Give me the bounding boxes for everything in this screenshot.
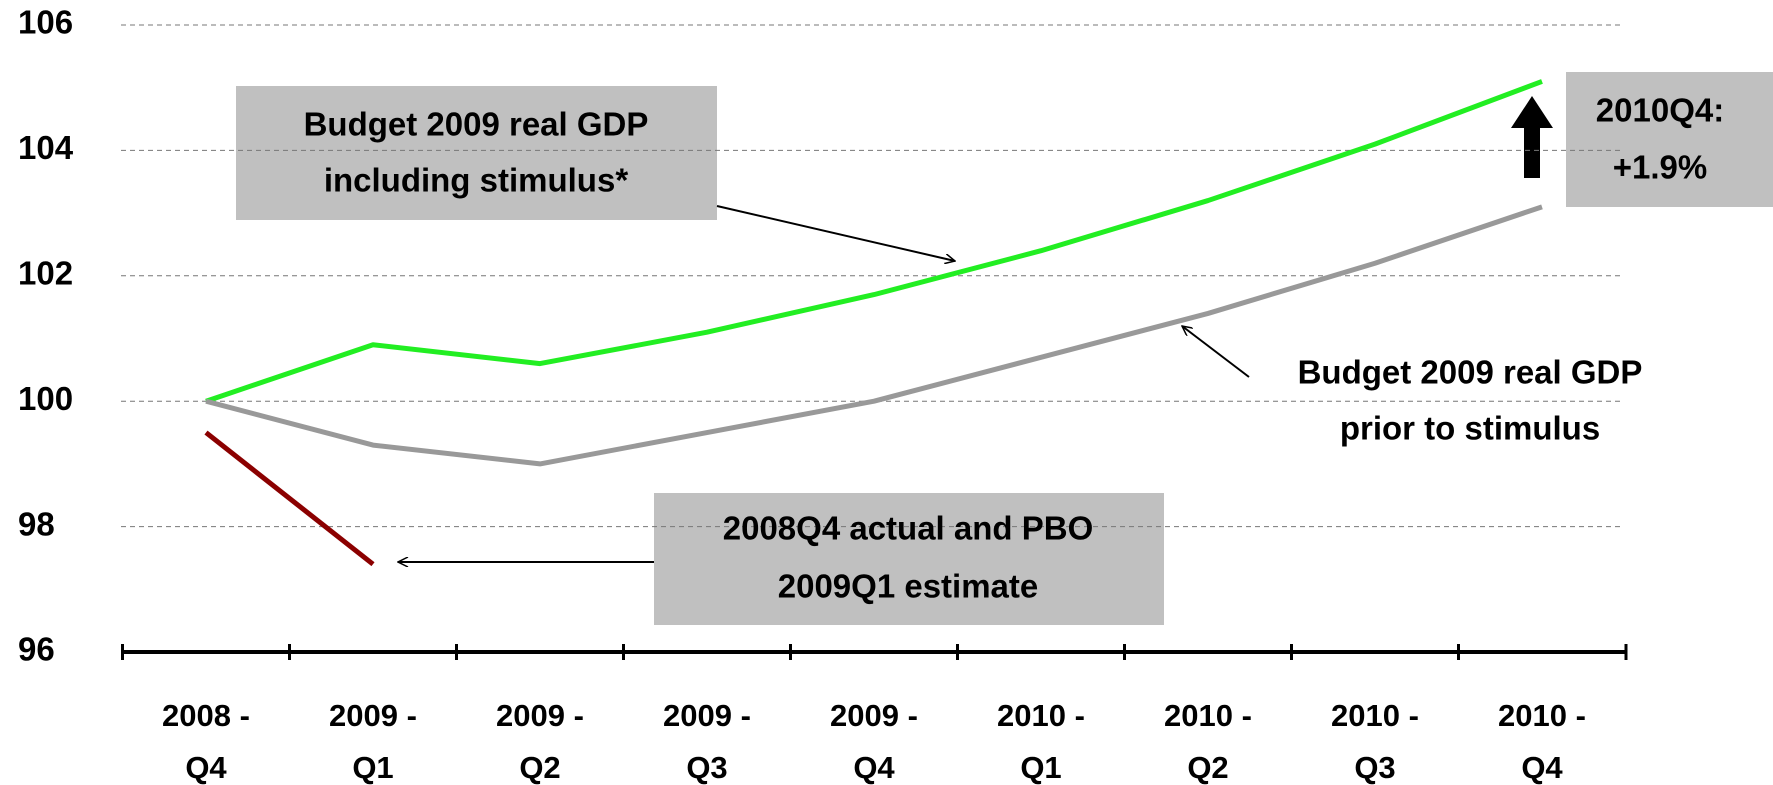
annotation-box: [654, 493, 1164, 625]
x-tick-label: 2010 - Q3: [1331, 698, 1419, 785]
x-tick-label: 2009 - Q1: [329, 698, 417, 785]
y-tick-label: 100: [18, 380, 73, 417]
annotation-text: 2010Q4:: [1596, 92, 1724, 129]
x-tick-label: 2010 - Q1: [997, 698, 1085, 785]
annotation-box: [236, 86, 717, 220]
y-tick-label: 104: [18, 129, 74, 166]
series-line: [204, 430, 375, 567]
series-line: [205, 204, 1543, 467]
x-tick-label: 2010 - Q2: [1164, 698, 1252, 785]
y-tick-label: 96: [18, 631, 55, 668]
annotation-text: including stimulus*: [324, 162, 629, 199]
up-arrow: [1511, 96, 1553, 178]
x-tick-label: 2009 - Q3: [663, 698, 751, 785]
y-tick-label: 102: [18, 255, 73, 292]
x-tick-label: 2009 - Q4: [830, 698, 918, 785]
annotation-text: +1.9%: [1613, 149, 1708, 186]
y-tick-label: 106: [18, 4, 73, 41]
y-tick-label: 98: [18, 505, 55, 542]
x-tick-label: 2008 - Q4: [162, 698, 250, 785]
annotation-text: Budget 2009 real GDP: [1298, 354, 1643, 391]
series-line: [205, 79, 1543, 404]
annotation-text: 2008Q4 actual and PBO: [723, 510, 1094, 547]
x-tick-label: 2010 - Q4: [1498, 698, 1586, 785]
annotation-arrow: [1182, 326, 1250, 378]
annotation-text: prior to stimulus: [1340, 410, 1600, 447]
x-tick-label: 2009 - Q2: [496, 698, 584, 785]
annotation-text: Budget 2009 real GDP: [304, 106, 649, 143]
annotation-box: [1566, 72, 1773, 207]
annotation-text: 2009Q1 estimate: [778, 568, 1039, 605]
annotation-arrow: [716, 205, 955, 261]
